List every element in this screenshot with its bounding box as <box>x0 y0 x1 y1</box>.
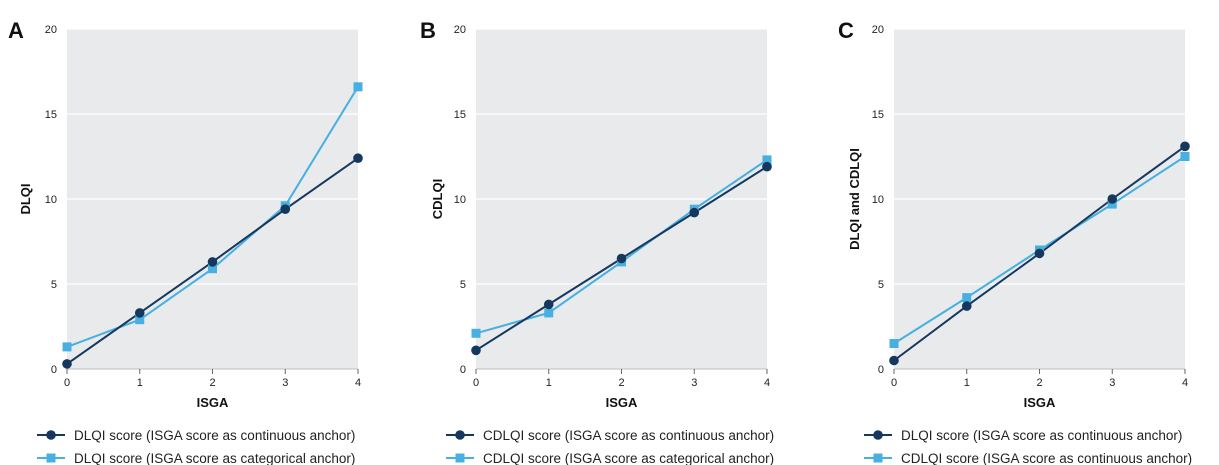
y-tick-label: 5 <box>51 279 57 291</box>
data-point-square <box>208 264 217 274</box>
y-tick-label: 15 <box>45 109 57 121</box>
y-tick-label: 10 <box>454 194 466 206</box>
legend-label: DLQI score (ISGA score as continuous anc… <box>901 428 1182 443</box>
legend-label: DLQI score (ISGA score as continuous anc… <box>74 428 355 443</box>
y-axis-label: DLQI and CDLQI <box>847 148 862 250</box>
chart-panel-a: 0 5 10 15 20 0 1 2 3 4 A ISGA DLQI DLQI score (ISGA s… <box>8 18 363 465</box>
data-point-circle <box>762 161 772 172</box>
x-tick-label: 0 <box>64 377 70 389</box>
y-tick-label: 5 <box>878 279 884 291</box>
x-tick-label: 2 <box>618 377 624 389</box>
legend-label: CDLQI score (ISGA score as continuous an… <box>483 428 774 443</box>
y-tick-label: 20 <box>872 24 884 36</box>
data-point-circle <box>134 308 145 318</box>
x-tick-label: 3 <box>282 377 288 389</box>
legend-marker-circle <box>46 430 56 440</box>
legend-label: CDLQI score (ISGA score as continuous an… <box>901 451 1192 465</box>
data-point-circle <box>961 301 972 311</box>
legend-marker-square <box>873 453 883 463</box>
x-tick-label: 4 <box>355 377 361 389</box>
y-tick-label: 0 <box>878 364 884 376</box>
panel-letter: B <box>420 18 436 43</box>
chart-panel-b: 0 5 10 15 20 0 1 2 3 4 B ISGA CDLQI CDLQI score (ISGA… <box>420 18 774 465</box>
y-tick-label: 10 <box>872 194 884 206</box>
legend-label: CDLQI score (ISGA score as categorical a… <box>483 451 774 465</box>
data-point-circle <box>207 257 218 267</box>
y-axis-label: CDLQI <box>430 179 445 219</box>
data-point-square <box>889 339 899 348</box>
x-axis-label: ISGA <box>197 395 229 410</box>
data-point-square <box>544 308 554 318</box>
y-tick-label: 0 <box>460 364 466 376</box>
data-point-circle <box>889 355 899 366</box>
y-tick-label: 5 <box>460 279 466 291</box>
legend-marker-square <box>46 453 56 463</box>
data-point-square <box>1107 199 1117 209</box>
y-tick-label: 15 <box>454 109 466 121</box>
data-point-circle <box>62 359 72 369</box>
data-point-circle <box>616 253 627 264</box>
data-point-circle <box>471 345 481 356</box>
x-tick-label: 4 <box>764 377 770 389</box>
legend-marker-square <box>455 453 465 463</box>
y-axis-label: DLQI <box>18 183 33 214</box>
legend-marker-circle <box>873 430 883 440</box>
x-tick-label: 2 <box>209 377 215 389</box>
data-point-circle <box>689 207 700 218</box>
panel-letter: C <box>838 18 854 43</box>
data-point-square <box>62 342 72 352</box>
data-point-circle <box>1107 194 1118 204</box>
data-point-circle <box>1034 248 1045 259</box>
data-point-square <box>962 293 972 303</box>
data-point-circle <box>353 153 363 163</box>
data-point-square <box>1180 152 1190 161</box>
data-point-circle <box>1180 141 1190 152</box>
x-tick-label: 3 <box>1109 377 1115 389</box>
data-point-square <box>353 82 363 92</box>
x-tick-label: 0 <box>473 377 479 389</box>
y-tick-label: 15 <box>872 109 884 121</box>
x-axis-label: ISGA <box>606 395 638 410</box>
legend-marker-circle <box>455 430 465 440</box>
x-tick-label: 1 <box>964 377 970 389</box>
data-point-square <box>762 155 772 165</box>
x-tick-label: 1 <box>137 377 143 389</box>
x-tick-label: 4 <box>1182 377 1188 389</box>
panel-letter: A <box>8 18 24 43</box>
x-tick-label: 2 <box>1036 377 1042 389</box>
y-tick-label: 20 <box>454 24 466 36</box>
data-point-circle <box>543 299 554 310</box>
data-point-square <box>135 315 145 325</box>
chart-panel-c: 0 5 10 15 20 0 1 2 3 4 C ISGA DLQI and CDLQI DLQI sco… <box>838 18 1192 465</box>
x-tick-label: 1 <box>546 377 552 389</box>
y-tick-label: 20 <box>45 24 57 36</box>
x-tick-label: 0 <box>891 377 897 389</box>
data-point-square <box>471 328 481 338</box>
legend-label: DLQI score (ISGA score as categorical an… <box>74 451 355 465</box>
data-point-circle <box>280 204 291 214</box>
y-tick-label: 10 <box>45 194 57 206</box>
x-tick-label: 3 <box>691 377 697 389</box>
x-axis-label: ISGA <box>1024 395 1056 410</box>
y-tick-label: 0 <box>51 364 57 376</box>
